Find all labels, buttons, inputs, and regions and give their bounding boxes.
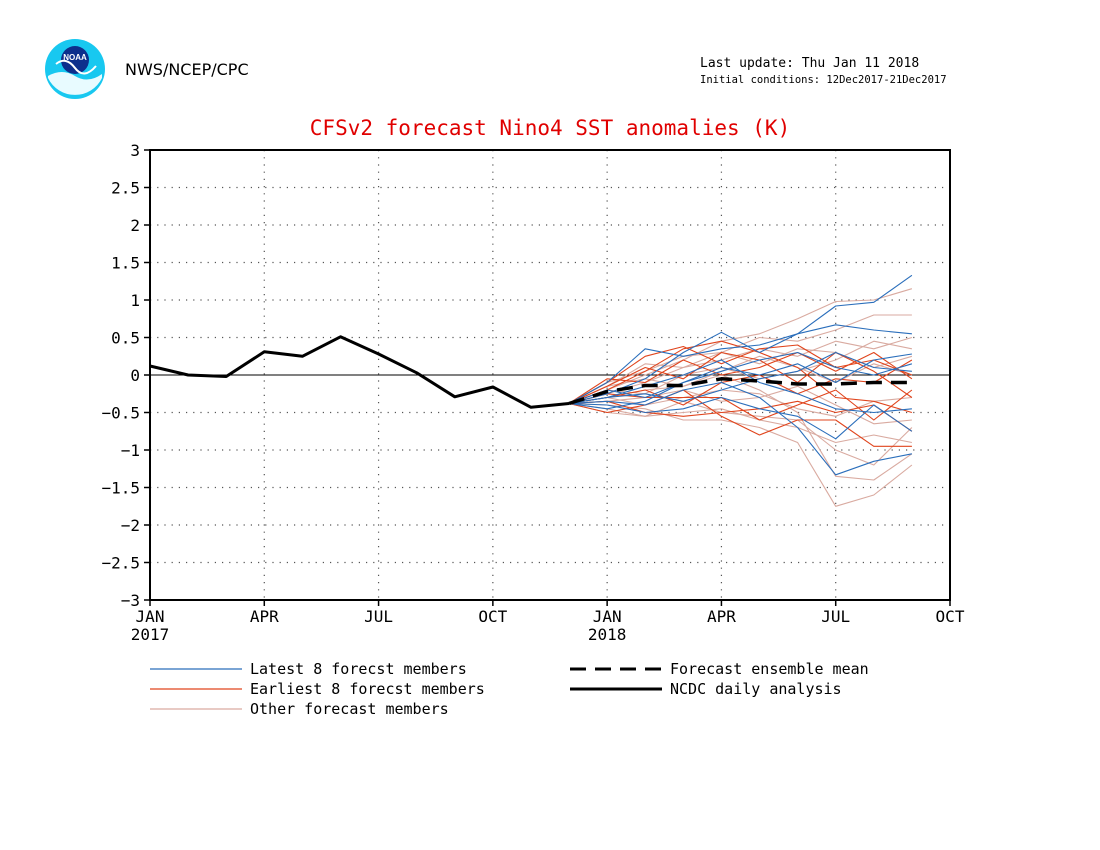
x-year-label: 2018 [588, 625, 627, 644]
x-tick-label: OCT [936, 607, 965, 626]
x-tick-label: JUL [364, 607, 393, 626]
x-tick-label: JUL [821, 607, 850, 626]
x-tick-label: OCT [478, 607, 507, 626]
series-other-line [568, 400, 913, 466]
grid-layer [150, 150, 950, 600]
y-tick-label: −1 [121, 441, 140, 460]
legend-label-other: Other forecast members [250, 700, 449, 718]
y-tick-label: 2 [130, 216, 140, 235]
x-tick-label: JAN [593, 607, 622, 626]
y-tick-label: 1 [130, 291, 140, 310]
axis-layer: −3−2.5−2−1.5−1−0.500.511.522.53JAN2017AP… [101, 141, 964, 644]
series-latest-line [568, 274, 913, 405]
legend-label-mean: Forecast ensemble mean [670, 660, 869, 678]
series-analysis-line [149, 335, 570, 409]
series-other-line [568, 385, 912, 425]
logo-text: NOAA [63, 53, 87, 62]
y-tick-label: 0.5 [111, 329, 140, 348]
series-latest-line [568, 396, 913, 440]
y-tick-label: 2.5 [111, 179, 140, 198]
series-latest-line [568, 381, 913, 476]
series-latest-line [568, 324, 912, 404]
y-tick-label: −2.5 [101, 554, 140, 573]
x-tick-label: APR [707, 607, 736, 626]
initial-conditions-label: Initial conditions: 12Dec2017-21Dec2017 [700, 74, 947, 86]
y-tick-label: 3 [130, 141, 140, 160]
series-latest-line [568, 359, 912, 414]
agency-label: NWS/NCEP/CPC [125, 60, 249, 79]
y-tick-label: −1.5 [101, 479, 140, 498]
series-latest-line [568, 351, 912, 405]
chart-title: CFSv2 forecast Nino4 SST anomalies (K) [310, 116, 790, 140]
legend-label-latest: Latest 8 forecst members [250, 660, 467, 678]
x-year-label: 2017 [131, 625, 170, 644]
noaa-logo: NOAA [45, 39, 105, 99]
last-update-label: Last update: Thu Jan 11 2018 [700, 56, 920, 71]
series-other-line [568, 355, 913, 405]
legend-label-analysis: NCDC daily analysis [670, 680, 842, 698]
x-tick-label: APR [250, 607, 279, 626]
series-latest-line [568, 351, 913, 410]
legend-label-earliest: Earliest 8 forecst members [250, 680, 485, 698]
main-lines-layer [149, 335, 912, 409]
y-tick-label: −3 [121, 591, 140, 610]
x-tick-label: JAN [136, 607, 165, 626]
y-tick-label: 0 [130, 366, 140, 385]
y-tick-label: −2 [121, 516, 140, 535]
series-earliest-line [568, 400, 913, 432]
other-members-layer [568, 288, 913, 507]
y-tick-label: −0.5 [101, 404, 140, 423]
series-mean-line [568, 377, 912, 406]
series-other-line [568, 336, 913, 405]
y-tick-label: 1.5 [111, 254, 140, 273]
series-earliest-line [568, 340, 913, 414]
legend: Latest 8 forecst members Earliest 8 forec… [150, 660, 869, 718]
latest-members-layer [568, 274, 913, 476]
series-other-line [568, 402, 913, 507]
